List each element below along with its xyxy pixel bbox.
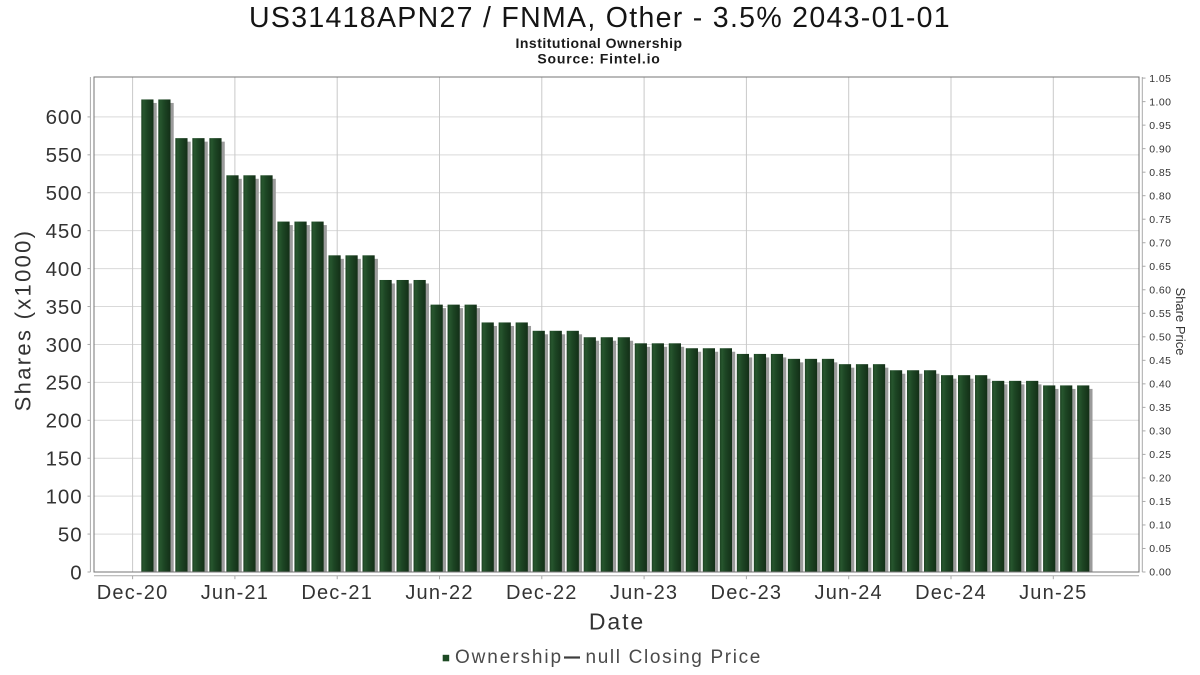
- svg-text:1.00: 1.00: [1149, 96, 1171, 108]
- svg-text:0.45: 0.45: [1149, 355, 1171, 367]
- svg-text:0.00: 0.00: [1149, 567, 1171, 579]
- svg-text:0.60: 0.60: [1149, 284, 1171, 296]
- svg-text:550: 550: [46, 144, 83, 167]
- svg-text:Dec-23: Dec-23: [711, 582, 783, 604]
- svg-text:Ownership: Ownership: [455, 647, 563, 668]
- svg-text:US31418APN27 / FNMA, Other - 3: US31418APN27 / FNMA, Other - 3.5% 2043-0…: [249, 2, 951, 34]
- svg-text:0.95: 0.95: [1149, 120, 1171, 132]
- svg-text:Jun-21: Jun-21: [201, 582, 269, 604]
- svg-text:0.10: 0.10: [1149, 520, 1171, 532]
- svg-text:Institutional Ownership: Institutional Ownership: [515, 35, 682, 51]
- svg-text:100: 100: [46, 485, 83, 508]
- svg-text:0.80: 0.80: [1149, 190, 1171, 202]
- svg-text:Jun-22: Jun-22: [405, 582, 473, 604]
- svg-text:450: 450: [46, 220, 83, 243]
- svg-text:Jun-23: Jun-23: [610, 582, 678, 604]
- svg-text:0.90: 0.90: [1149, 143, 1171, 155]
- svg-text:Dec-21: Dec-21: [301, 582, 373, 604]
- svg-text:Date: Date: [589, 608, 645, 634]
- svg-text:600: 600: [46, 106, 83, 129]
- svg-text:0.85: 0.85: [1149, 167, 1171, 179]
- svg-text:Share Price: Share Price: [1173, 288, 1188, 356]
- svg-text:Shares (x1000): Shares (x1000): [11, 229, 36, 412]
- svg-text:400: 400: [46, 258, 83, 281]
- svg-text:Jun-25: Jun-25: [1019, 582, 1087, 604]
- svg-text:0.70: 0.70: [1149, 237, 1171, 249]
- svg-text:250: 250: [46, 372, 83, 395]
- svg-text:0.35: 0.35: [1149, 402, 1171, 414]
- svg-text:0.50: 0.50: [1149, 332, 1171, 344]
- svg-text:Dec-24: Dec-24: [915, 582, 987, 604]
- svg-text:Dec-20: Dec-20: [97, 582, 169, 604]
- svg-text:null Closing Price: null Closing Price: [586, 647, 763, 668]
- svg-text:0.15: 0.15: [1149, 496, 1171, 508]
- svg-text:1.05: 1.05: [1149, 73, 1171, 85]
- svg-text:0.65: 0.65: [1149, 261, 1171, 273]
- svg-text:0.55: 0.55: [1149, 308, 1171, 320]
- svg-text:200: 200: [46, 410, 83, 433]
- svg-text:Source: Fintel.io: Source: Fintel.io: [537, 51, 660, 67]
- svg-text:150: 150: [46, 448, 83, 471]
- svg-text:Jun-24: Jun-24: [815, 582, 883, 604]
- svg-text:0.40: 0.40: [1149, 379, 1171, 391]
- svg-text:50: 50: [58, 523, 83, 546]
- svg-text:0: 0: [70, 561, 82, 584]
- svg-text:0.05: 0.05: [1149, 543, 1171, 555]
- svg-text:300: 300: [46, 334, 83, 357]
- svg-text:0.20: 0.20: [1149, 473, 1171, 485]
- svg-text:0.75: 0.75: [1149, 214, 1171, 226]
- svg-text:0.30: 0.30: [1149, 426, 1171, 438]
- svg-text:Dec-22: Dec-22: [506, 582, 578, 604]
- svg-text:350: 350: [46, 296, 83, 319]
- svg-text:500: 500: [46, 182, 83, 205]
- svg-text:0.25: 0.25: [1149, 449, 1171, 461]
